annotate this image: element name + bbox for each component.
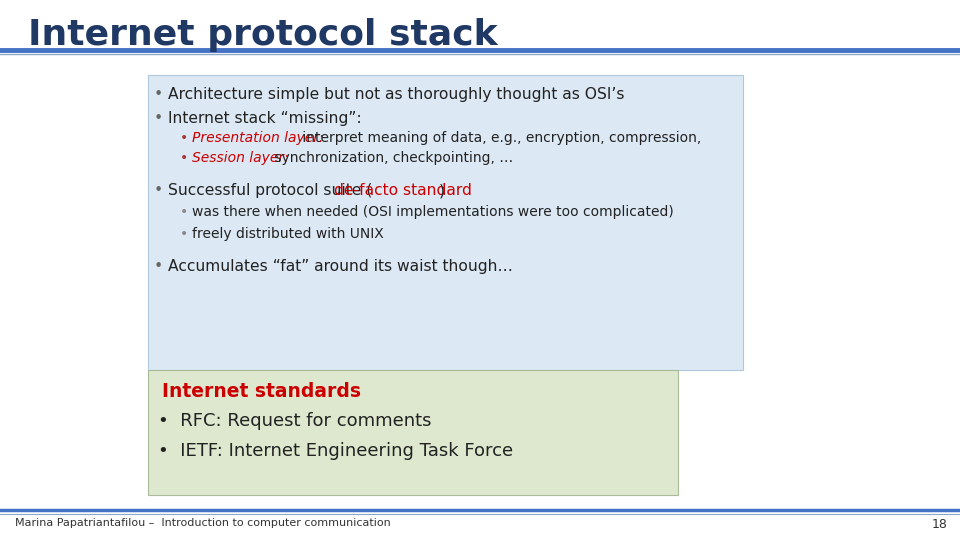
Text: •: • [180, 227, 188, 241]
Text: interpret meaning of data, e.g., encryption, compression,: interpret meaning of data, e.g., encrypt… [299, 131, 702, 145]
Text: ): ) [439, 183, 444, 198]
Text: Architecture simple but not as thoroughly thought as OSI’s: Architecture simple but not as thoroughl… [168, 87, 625, 102]
Text: •: • [180, 131, 188, 145]
Text: Presentation layer:: Presentation layer: [192, 131, 324, 145]
Text: •: • [154, 259, 163, 274]
Text: •: • [154, 87, 163, 102]
FancyBboxPatch shape [148, 370, 678, 495]
Text: •: • [180, 151, 188, 165]
Text: Marina Papatriantafilou –  Introduction to computer communication: Marina Papatriantafilou – Introduction t… [15, 518, 391, 528]
Text: •: • [154, 111, 163, 126]
Text: •: • [154, 183, 163, 198]
Text: Accumulates “fat” around its waist though…: Accumulates “fat” around its waist thoug… [168, 259, 513, 274]
Text: •  IETF: Internet Engineering Task Force: • IETF: Internet Engineering Task Force [158, 442, 514, 460]
Text: de-facto standard: de-facto standard [334, 183, 472, 198]
Text: •  RFC: Request for comments: • RFC: Request for comments [158, 412, 431, 430]
FancyBboxPatch shape [148, 75, 743, 370]
Text: 18: 18 [932, 518, 948, 531]
Text: was there when needed (OSI implementations were too complicated): was there when needed (OSI implementatio… [192, 205, 674, 219]
Text: synchronization, checkpointing, …: synchronization, checkpointing, … [271, 151, 514, 165]
Text: Successful protocol suite (: Successful protocol suite ( [168, 183, 372, 198]
Text: •: • [180, 205, 188, 219]
Text: Internet standards: Internet standards [162, 382, 361, 401]
Text: Session layer:: Session layer: [192, 151, 289, 165]
Text: Internet protocol stack: Internet protocol stack [28, 18, 497, 52]
Text: freely distributed with UNIX: freely distributed with UNIX [192, 227, 384, 241]
Text: Internet stack “missing”:: Internet stack “missing”: [168, 111, 362, 126]
